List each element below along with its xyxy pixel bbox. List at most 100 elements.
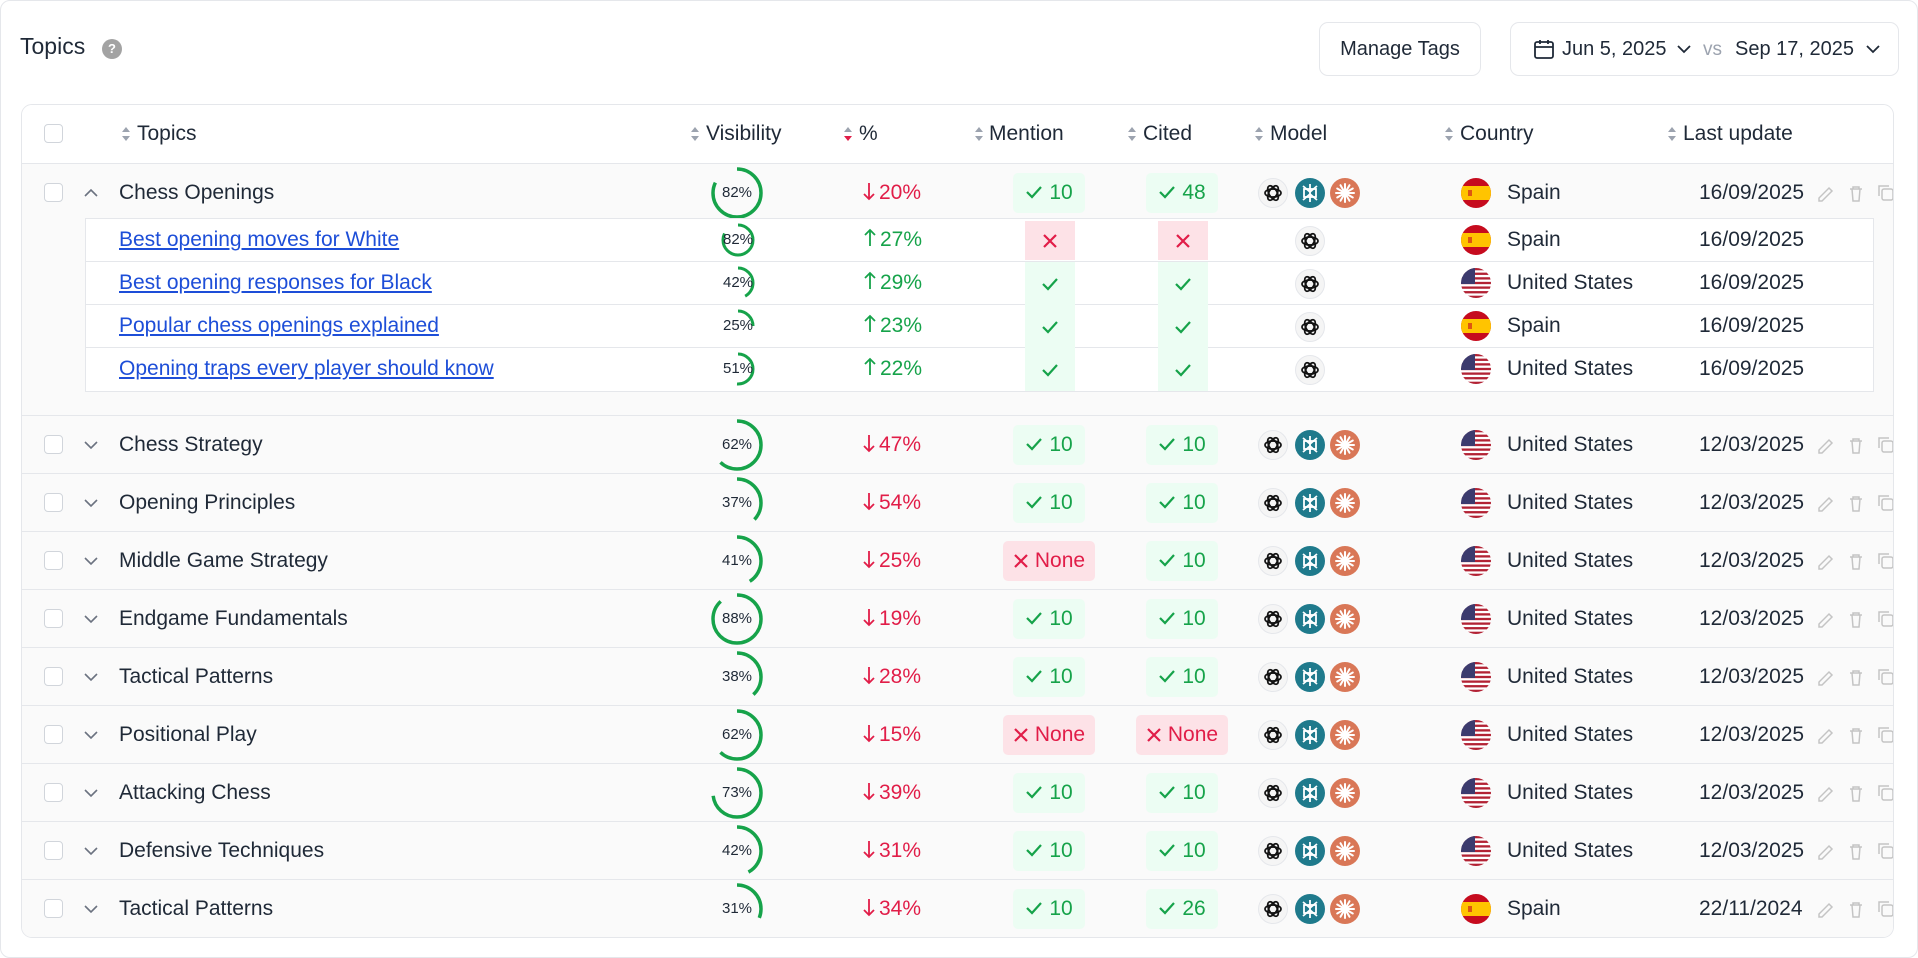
chevron-down-icon[interactable] <box>1675 40 1693 58</box>
col-mention[interactable]: Mention <box>989 122 1064 145</box>
col-topics[interactable]: Topics <box>137 122 197 145</box>
row-checkbox[interactable] <box>44 783 63 802</box>
edit-icon[interactable] <box>1816 435 1836 460</box>
select-all-checkbox[interactable] <box>44 124 63 143</box>
table-row[interactable]: Positional Play 62% 15% None None United Stat… <box>22 705 1893 763</box>
col-country[interactable]: Country <box>1460 122 1534 145</box>
row-checkbox[interactable] <box>44 551 63 570</box>
col-visibility[interactable]: Visibility <box>706 122 782 145</box>
edit-icon[interactable] <box>1816 899 1836 924</box>
chevron-down-icon[interactable] <box>82 552 100 575</box>
chevron-down-icon[interactable] <box>82 842 100 865</box>
table-row[interactable]: Chess Strategy 62% 47% 10 10 United States 12/… <box>22 415 1893 473</box>
chevron-down-icon[interactable] <box>82 610 100 633</box>
table-row[interactable]: Opening Principles 37% 54% 10 10 United State… <box>22 473 1893 531</box>
table-row[interactable]: Middle Game Strategy 41% 25% None 10 United S… <box>22 531 1893 589</box>
table-row[interactable]: Tactical Patterns 38% 28% 10 10 United States… <box>22 647 1893 705</box>
table-row[interactable]: Endgame Fundamentals 88% 19% 10 10 United Sta… <box>22 589 1893 647</box>
edit-icon[interactable] <box>1816 783 1836 808</box>
chevron-down-icon[interactable] <box>82 436 100 459</box>
row-checkbox[interactable] <box>44 493 63 512</box>
subtopic-row[interactable]: Best opening moves for White 82% 27% Spain 1… <box>86 219 1873 262</box>
openai-icon <box>1295 269 1325 299</box>
row-checkbox[interactable] <box>44 435 63 454</box>
row-checkbox[interactable] <box>44 841 63 860</box>
table-row[interactable]: Attacking Chess 73% 39% 10 10 United States 12… <box>22 763 1893 821</box>
row-checkbox[interactable] <box>44 725 63 744</box>
sort-icon[interactable] <box>689 123 701 145</box>
chevron-down-icon[interactable] <box>82 900 100 923</box>
col-cited[interactable]: Cited <box>1143 122 1193 145</box>
cited-badge: 10 <box>1146 657 1218 697</box>
change-percent: 54% <box>862 491 921 515</box>
edit-icon[interactable] <box>1816 493 1836 518</box>
copy-icon[interactable] <box>1876 725 1893 750</box>
copy-icon[interactable] <box>1876 667 1893 692</box>
delete-icon[interactable] <box>1846 493 1866 518</box>
chevron-up-icon[interactable] <box>82 184 100 207</box>
topic-name: Opening Principles <box>119 491 296 514</box>
edit-icon[interactable] <box>1816 609 1836 634</box>
check-icon <box>1159 438 1176 451</box>
copy-icon[interactable] <box>1876 435 1893 460</box>
sort-desc-icon[interactable] <box>842 123 854 145</box>
copy-icon[interactable] <box>1876 183 1893 208</box>
edit-icon[interactable] <box>1816 841 1836 866</box>
subtopic-row[interactable]: Best opening responses for Black 42% 29% Un… <box>86 262 1873 305</box>
edit-icon[interactable] <box>1816 183 1836 208</box>
sort-icon[interactable] <box>120 123 132 145</box>
subtopic-link[interactable]: Opening traps every player should know <box>119 357 494 380</box>
manage-tags-button[interactable]: Manage Tags <box>1319 22 1481 76</box>
copy-icon[interactable] <box>1876 841 1893 866</box>
copy-icon[interactable] <box>1876 551 1893 576</box>
delete-icon[interactable] <box>1846 609 1866 634</box>
delete-icon[interactable] <box>1846 183 1866 208</box>
col-last-update[interactable]: Last update <box>1683 122 1793 145</box>
subtopic-link[interactable]: Popular chess openings explained <box>119 314 439 337</box>
table-row[interactable]: Tactical Patterns 31% 34% 10 26 Spain 22/11/20… <box>22 879 1893 937</box>
chevron-down-icon[interactable] <box>82 494 100 517</box>
delete-icon[interactable] <box>1846 725 1866 750</box>
row-checkbox[interactable] <box>44 899 63 918</box>
help-icon[interactable]: ? <box>102 39 122 59</box>
col-percent[interactable]: % <box>859 122 878 145</box>
subtopic-row[interactable]: Opening traps every player should know 51… <box>86 348 1873 391</box>
chevron-down-icon[interactable] <box>82 784 100 807</box>
edit-icon[interactable] <box>1816 667 1836 692</box>
sort-icon[interactable] <box>973 123 985 145</box>
col-model[interactable]: Model <box>1270 122 1328 145</box>
delete-icon[interactable] <box>1846 899 1866 924</box>
copy-icon[interactable] <box>1876 783 1893 808</box>
row-checkbox[interactable] <box>44 609 63 628</box>
subtopic-link[interactable]: Best opening moves for White <box>119 228 400 251</box>
date-to[interactable]: Sep 17, 2025 <box>1735 38 1854 60</box>
table-row[interactable]: Chess Openings 82% 20% 10 48 Spain 16/09/2025 B… <box>22 163 1893 415</box>
delete-icon[interactable] <box>1846 783 1866 808</box>
sort-icon[interactable] <box>1126 123 1138 145</box>
date-from[interactable]: Jun 5, 2025 <box>1562 38 1667 60</box>
row-checkbox[interactable] <box>44 667 63 686</box>
subtopic-row[interactable]: Popular chess openings explained 25% 23% Sp… <box>86 305 1873 348</box>
delete-icon[interactable] <box>1846 551 1866 576</box>
date-range-picker[interactable]: Jun 5, 2025 vs Sep 17, 2025 <box>1510 22 1899 76</box>
copy-icon[interactable] <box>1876 899 1893 924</box>
table-row[interactable]: Defensive Techniques 42% 31% 10 10 United Sta… <box>22 821 1893 879</box>
sort-icon[interactable] <box>1443 123 1455 145</box>
delete-icon[interactable] <box>1846 841 1866 866</box>
chevron-down-icon[interactable] <box>82 726 100 749</box>
delete-icon[interactable] <box>1846 435 1866 460</box>
chevron-down-icon[interactable] <box>82 668 100 691</box>
perplexity-icon <box>1295 836 1325 866</box>
sort-icon[interactable] <box>1253 123 1265 145</box>
row-checkbox[interactable] <box>44 183 63 202</box>
edit-icon[interactable] <box>1816 551 1836 576</box>
subtopic-link[interactable]: Best opening responses for Black <box>119 271 432 294</box>
cited-badge: 10 <box>1146 425 1218 465</box>
copy-icon[interactable] <box>1876 609 1893 634</box>
mention-value: None <box>1034 723 1086 746</box>
sort-icon[interactable] <box>1666 123 1678 145</box>
edit-icon[interactable] <box>1816 725 1836 750</box>
delete-icon[interactable] <box>1846 667 1866 692</box>
chevron-down-icon[interactable] <box>1864 40 1882 58</box>
copy-icon[interactable] <box>1876 493 1893 518</box>
